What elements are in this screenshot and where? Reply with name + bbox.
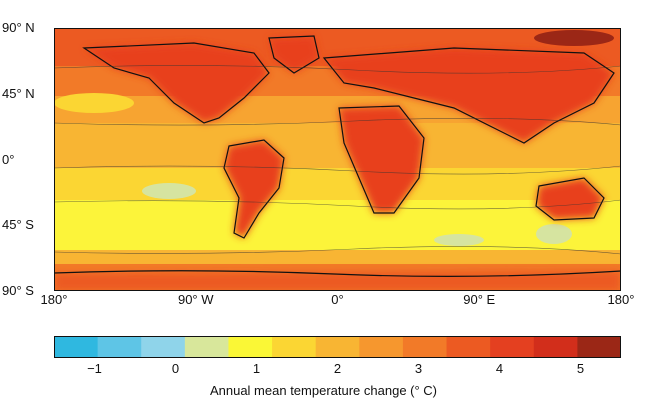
colorbar: [54, 336, 622, 358]
coastlines: [54, 35, 621, 277]
south-america: [224, 140, 284, 238]
colorbar-tick-label: 1: [252, 361, 261, 376]
colorbar-swatch: [446, 336, 491, 358]
longitude-label: 180°: [607, 292, 635, 307]
latitude-label: 0°: [2, 151, 15, 167]
north-america: [84, 43, 269, 123]
latitude-label: 45° S: [2, 217, 34, 233]
colorbar-swatch: [577, 336, 622, 358]
greenland: [269, 36, 319, 73]
australia: [536, 178, 604, 220]
latitude-label: 90° S: [2, 283, 34, 298]
contour-line: [54, 199, 621, 210]
colorbar-swatches: [54, 336, 622, 358]
colorbar-swatch: [490, 336, 535, 358]
africa: [339, 106, 424, 213]
contour-lines: [54, 65, 621, 255]
contour-line: [54, 165, 621, 175]
colorbar-border: [54, 336, 621, 358]
coastline-south-america: [223, 139, 285, 239]
south-atlantic-min: [434, 234, 484, 246]
colorbar-swatch: [228, 336, 273, 358]
colorbar-tick-label: 4: [495, 361, 504, 376]
south-subtropic-band: [54, 168, 621, 203]
temperature-change-map: [54, 28, 621, 291]
tasman-min: [536, 224, 572, 244]
pacific-warm-patch: [54, 93, 134, 113]
colorbar-tick-label: 0: [171, 361, 180, 376]
colorbar-swatch: [315, 336, 360, 358]
colorbar-tick-label: 3: [414, 361, 423, 376]
colorbar-swatch: [272, 336, 317, 358]
antarctic-edge-band: [54, 250, 621, 266]
longitude-label: 0°: [331, 292, 344, 307]
colorbar-swatch: [54, 336, 99, 358]
coastline-africa: [338, 105, 425, 214]
contour-line: [54, 246, 621, 255]
colorbar-swatch: [184, 336, 229, 358]
colorbar-swatch: [141, 336, 186, 358]
colorbar-swatch: [359, 336, 404, 358]
colorbar-swatch: [97, 336, 142, 358]
south-pacific-min: [142, 183, 196, 199]
coastline-australia: [535, 177, 605, 221]
contour-line: [54, 117, 621, 126]
colorbar-tick-label: −1: [87, 361, 102, 376]
longitude-label: 180°: [40, 292, 68, 307]
map-border: [54, 28, 621, 291]
longitude-label: 90° E: [463, 292, 496, 307]
colorbar-tick-label: 5: [576, 361, 585, 376]
coastline-north-america: [82, 42, 270, 124]
latitude-label: 45° N: [2, 85, 35, 101]
latitude-label: 90° N: [2, 20, 35, 35]
longitude-label: 90° W: [177, 292, 214, 307]
colorbar-tick-label: 2: [333, 361, 342, 376]
colorbar-swatch: [402, 336, 448, 358]
southern-ocean-band: [54, 200, 621, 252]
coastline-greenland: [268, 35, 320, 74]
contour-line: [54, 65, 621, 74]
coastline-eurasia: [322, 47, 615, 144]
arctic-max-patch: [534, 30, 614, 46]
coastline-antarctica: [54, 270, 621, 277]
colorbar-swatch: [533, 336, 578, 358]
colorbar-title: Annual mean temperature change (° C): [209, 383, 438, 398]
